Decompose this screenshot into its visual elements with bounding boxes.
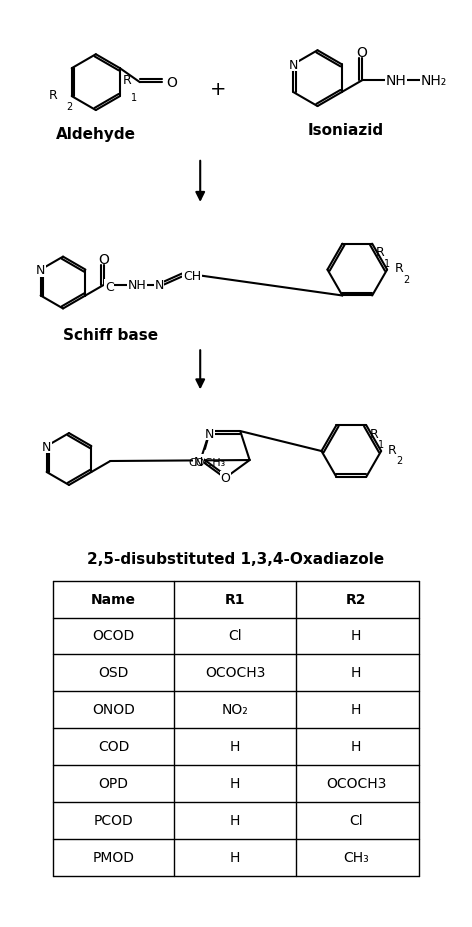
Text: H: H: [351, 703, 362, 717]
Text: R: R: [370, 427, 379, 440]
Text: O: O: [167, 76, 177, 90]
Text: Schiff base: Schiff base: [63, 327, 158, 342]
Text: +: +: [210, 80, 227, 98]
Text: Isoniazid: Isoniazid: [307, 123, 383, 138]
Text: N: N: [205, 427, 215, 440]
Text: R: R: [123, 74, 132, 87]
Text: R1: R1: [225, 592, 245, 606]
Text: H: H: [351, 629, 362, 642]
Text: H: H: [230, 850, 240, 864]
Text: R: R: [376, 246, 385, 259]
Text: H: H: [230, 813, 240, 827]
Text: O: O: [98, 252, 109, 266]
Text: R: R: [388, 443, 397, 456]
Text: NH: NH: [386, 74, 406, 88]
Text: N: N: [194, 455, 203, 468]
Text: ONOD: ONOD: [93, 703, 135, 717]
Text: NO₂: NO₂: [222, 703, 248, 717]
Text: Cl: Cl: [228, 629, 242, 642]
Text: Name: Name: [91, 592, 136, 606]
Text: COCH₃: COCH₃: [188, 458, 226, 467]
Text: H: H: [351, 666, 362, 679]
Text: Cl: Cl: [349, 813, 363, 827]
Text: 2: 2: [403, 274, 409, 285]
Text: COD: COD: [98, 740, 129, 754]
Text: N: N: [154, 279, 164, 292]
Text: H: H: [230, 740, 240, 754]
Text: O: O: [356, 46, 367, 60]
Text: OPD: OPD: [99, 776, 129, 790]
Text: R2: R2: [346, 592, 367, 606]
Text: 2: 2: [66, 102, 72, 112]
Text: OCOCH3: OCOCH3: [205, 666, 265, 679]
Text: NH₂: NH₂: [421, 74, 447, 88]
Text: N: N: [289, 58, 298, 71]
Text: 2,5-disubstituted 1,3,4-Oxadiazole: 2,5-disubstituted 1,3,4-Oxadiazole: [87, 552, 385, 566]
Text: N: N: [36, 264, 45, 277]
Text: 1: 1: [384, 259, 390, 268]
Text: H: H: [351, 740, 362, 754]
Text: OSD: OSD: [99, 666, 129, 679]
Text: OCOCH3: OCOCH3: [326, 776, 387, 790]
Text: CH: CH: [183, 270, 201, 283]
Text: NH: NH: [128, 279, 146, 292]
Text: R: R: [395, 261, 404, 274]
Text: 1: 1: [378, 439, 384, 450]
Text: R: R: [49, 88, 58, 101]
Text: OCOD: OCOD: [93, 629, 135, 642]
Text: C: C: [105, 281, 114, 294]
Text: 2: 2: [396, 455, 402, 465]
Text: O: O: [220, 472, 230, 485]
Text: PCOD: PCOD: [94, 813, 134, 827]
Text: H: H: [230, 776, 240, 790]
Text: CH₃: CH₃: [344, 850, 369, 864]
Text: Aldehyde: Aldehyde: [56, 127, 136, 143]
Text: 1: 1: [131, 93, 137, 103]
Text: N: N: [42, 440, 51, 453]
Text: PMOD: PMOD: [93, 850, 135, 864]
